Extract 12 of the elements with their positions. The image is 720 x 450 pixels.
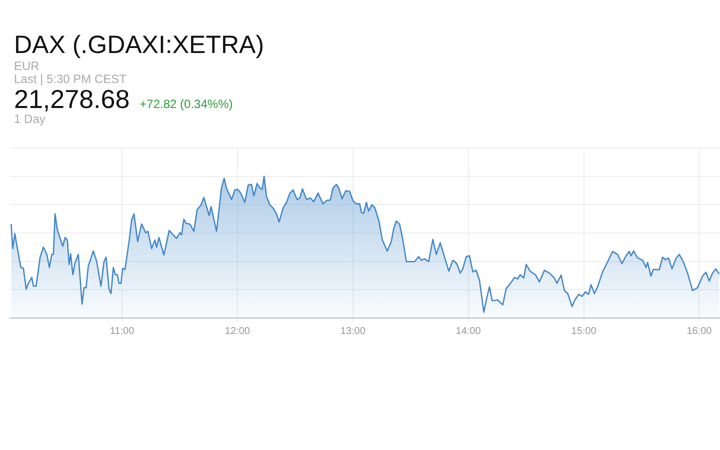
text: 21,278.68 (14, 84, 130, 114)
x-tick-label: 15:00 (571, 326, 597, 337)
x-tick-label: 11:00 (110, 326, 135, 337)
text: EUR (14, 59, 40, 73)
text: 1 Day (14, 112, 46, 126)
x-tick-label: 16:00 (686, 326, 712, 337)
x-tick-label: 12:00 (224, 326, 250, 337)
x-tick-label: 13:00 (340, 326, 366, 337)
x-tick-label: 14:00 (456, 326, 482, 337)
chart-title: DAX (.GDAXI:XETRA) (14, 30, 264, 60)
text: +72.82 (0.34%%) (140, 97, 233, 111)
text: Last | 5:30 PM CEST (14, 72, 128, 86)
